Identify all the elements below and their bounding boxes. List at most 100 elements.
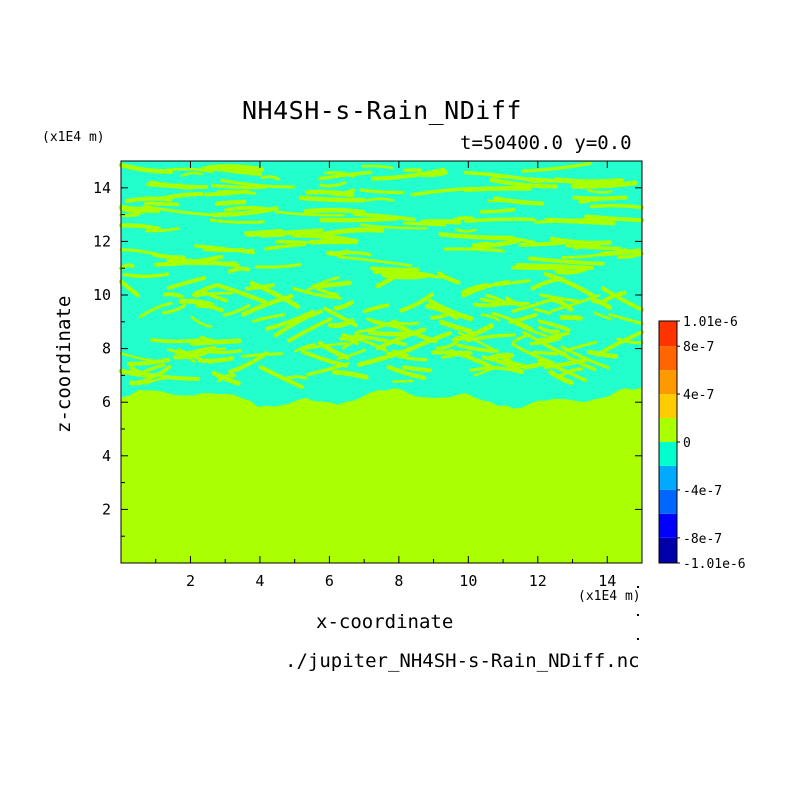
colorbar-segment <box>659 442 677 466</box>
zero-streak <box>512 321 548 338</box>
zero-streak <box>521 161 592 173</box>
zero-streak <box>180 171 203 178</box>
y-tick-label: 6 <box>102 393 111 411</box>
colorbar-label: -4e-7 <box>683 484 722 499</box>
zero-streak <box>570 180 638 189</box>
zero-streak <box>359 188 405 195</box>
zero-streak <box>162 167 214 173</box>
zero-streak <box>448 349 492 368</box>
zero-streak <box>381 272 428 280</box>
colorbar-segment <box>659 394 677 419</box>
zero-streak <box>162 303 187 315</box>
zero-streak <box>190 338 242 346</box>
zero-streak <box>258 365 304 390</box>
zero-streak <box>548 331 570 339</box>
colorbar-segment <box>659 418 677 442</box>
zero-streak <box>347 251 372 257</box>
zero-streak <box>119 248 162 257</box>
zero-streak <box>336 348 367 361</box>
zero-streak <box>424 304 459 320</box>
zero-streak <box>461 279 510 298</box>
y-tick-label: 14 <box>93 179 111 197</box>
zero-streak <box>126 357 171 366</box>
zero-streak <box>359 223 428 230</box>
zero-streak <box>464 217 536 224</box>
colorbar-label: 0 <box>683 436 691 451</box>
zero-streak <box>356 349 405 367</box>
zero-streak <box>392 320 419 326</box>
zero-streak <box>500 355 526 369</box>
zero-streak <box>617 251 644 260</box>
zero-streak <box>227 266 251 274</box>
zero-streak <box>283 375 308 381</box>
x-axis-label: x-coordinate <box>316 611 454 633</box>
zero-streak <box>144 227 181 233</box>
zero-streak <box>457 331 496 352</box>
zero-streak <box>214 199 247 207</box>
zero-streak <box>392 379 415 383</box>
zero-streak <box>369 266 420 272</box>
zero-streak <box>368 330 409 337</box>
zero-streak <box>128 376 153 386</box>
zero-streak <box>504 296 525 307</box>
zero-streak <box>599 248 642 257</box>
zero-streak <box>148 180 194 190</box>
zero-streak <box>301 350 349 368</box>
colorbar-segment <box>659 346 677 371</box>
zero-streak <box>543 271 596 298</box>
zero-streak <box>537 319 571 332</box>
zero-streak <box>199 289 229 303</box>
zero-streak <box>287 317 333 343</box>
zero-streak <box>142 204 220 217</box>
zero-streak <box>490 311 533 331</box>
plot-frame <box>120 160 643 564</box>
zero-streak <box>265 309 315 331</box>
zero-streak <box>370 167 446 181</box>
zero-streak <box>217 373 237 383</box>
zero-streak <box>166 257 240 268</box>
zero-streak <box>319 180 347 188</box>
zero-streak <box>529 336 562 346</box>
colorbar-label: 1.01e-6 <box>683 315 738 330</box>
colorbar-segment <box>659 489 677 514</box>
zero-streak <box>305 276 341 293</box>
colorbar-segment <box>659 513 677 538</box>
zero-streak <box>565 244 622 251</box>
zero-streak <box>260 175 281 181</box>
zero-streak <box>480 313 501 322</box>
zero-streak <box>150 338 201 344</box>
source-filename: ./jupiter_NH4SH-s-Rain_NDiff.nc <box>285 650 640 672</box>
zero-streak <box>554 266 588 275</box>
zero-streak <box>194 244 255 255</box>
zero-streak <box>311 280 352 289</box>
colorbar-label: 8e-7 <box>683 340 714 355</box>
zero-streak <box>330 188 355 197</box>
zero-streak <box>548 369 574 386</box>
x-tick-label: 12 <box>529 572 547 590</box>
zero-streak <box>312 285 339 297</box>
zero-streak <box>452 323 495 343</box>
zero-streak <box>479 207 516 214</box>
zero-streak <box>427 299 474 322</box>
zero-streak <box>252 313 286 323</box>
zero-streak <box>485 293 509 307</box>
zero-streak <box>550 293 601 313</box>
x-tick-label: 10 <box>459 572 477 590</box>
zero-streak <box>543 357 589 370</box>
zero-streak <box>122 272 170 279</box>
marker-dot <box>637 586 639 588</box>
zero-streak <box>245 228 324 237</box>
zero-streak <box>200 166 259 176</box>
colorbar-segment <box>659 321 677 347</box>
zero-streak <box>118 223 161 231</box>
zero-streak <box>600 286 644 312</box>
colorbar-segment <box>659 465 677 490</box>
zero-streak <box>264 242 307 251</box>
colorbar-segment <box>659 370 677 395</box>
zero-streak <box>463 170 543 184</box>
zero-streak <box>119 212 141 218</box>
zero-streak <box>493 196 545 206</box>
zero-streak <box>254 263 302 269</box>
zero-streak <box>118 279 140 298</box>
